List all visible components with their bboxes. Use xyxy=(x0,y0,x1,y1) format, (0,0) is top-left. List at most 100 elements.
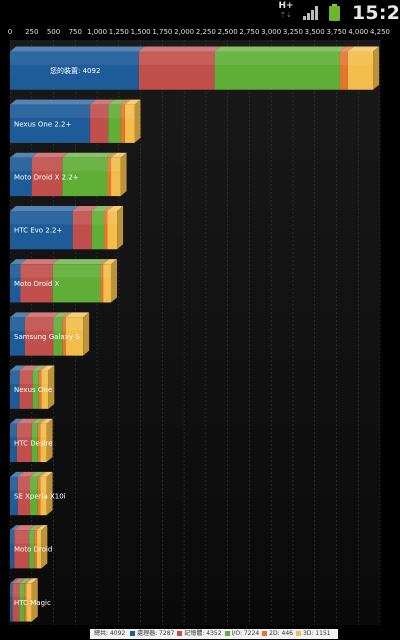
bar-segment xyxy=(38,370,42,409)
bar-group: Moto Droid xyxy=(10,525,52,569)
bar-segment xyxy=(72,210,92,250)
bar-label: Samsung Galaxy S xyxy=(14,333,80,341)
bar-top-face xyxy=(12,578,26,584)
bar-top-face xyxy=(10,99,97,105)
bar-highlight xyxy=(20,264,53,278)
bar-label: Moto Droid X xyxy=(14,280,60,288)
bar-highlight xyxy=(19,583,25,597)
legend-swatch xyxy=(177,630,183,636)
data-activity-icon: ⇡⇣ xyxy=(280,11,292,19)
bar-top-face xyxy=(52,259,107,265)
bar-highlight xyxy=(104,210,108,225)
x-tick-label: 2,250 xyxy=(196,28,216,36)
bar-highlight xyxy=(107,210,118,225)
legend-swatch xyxy=(224,630,230,636)
bar-top-face xyxy=(20,259,59,265)
bar-highlight xyxy=(10,210,73,225)
bar-segment xyxy=(62,317,66,356)
bar-highlight xyxy=(62,317,66,331)
bar-segment xyxy=(10,51,139,90)
bar-segment xyxy=(10,104,91,143)
bar-top-face xyxy=(31,418,44,424)
bar-top-face xyxy=(65,312,90,318)
legend-text: 處理器: 7287 xyxy=(137,630,175,637)
bar-segment xyxy=(124,104,135,143)
bar-highlight xyxy=(108,104,121,119)
status-bar: H+ ⇡⇣ 15:22 xyxy=(0,0,400,25)
bar-segment xyxy=(10,370,20,409)
bar-segment xyxy=(16,423,32,463)
bar-highlight xyxy=(14,530,30,544)
bar-segment xyxy=(40,423,47,463)
bar-side-face xyxy=(83,312,90,356)
bar-segment xyxy=(19,370,33,409)
x-tick-label: 500 xyxy=(47,28,60,36)
bar-top-face xyxy=(347,46,380,52)
bar-top-face xyxy=(10,471,24,477)
bar-segment xyxy=(62,157,108,197)
x-tick-label: 250 xyxy=(25,28,38,36)
bar-top-face xyxy=(38,365,48,371)
bar-highlight xyxy=(24,583,27,597)
bar-label: Moto Droid xyxy=(14,546,52,554)
bar-highlight xyxy=(10,476,18,491)
bar-top-face xyxy=(104,205,114,211)
bar-highlight xyxy=(37,476,41,491)
battery-icon xyxy=(329,4,340,21)
bar-layer: 您的裝置: 4092 Nexus One 2.2+ Moto Droid X 2.2… xyxy=(10,46,380,622)
bar-top-face xyxy=(36,525,48,531)
bar-segment xyxy=(53,317,63,356)
bar-top-face xyxy=(10,259,27,265)
bar-highlight xyxy=(19,370,33,384)
bar-top-face xyxy=(138,46,221,52)
bar-top-face xyxy=(17,471,37,477)
bar-highlight xyxy=(100,264,104,278)
bar-highlight xyxy=(12,583,20,597)
x-tick-label: 2,750 xyxy=(239,28,259,36)
legend-text: 記憶體: 4352 xyxy=(184,630,222,637)
bar-group: HTC Evo 2.2+ xyxy=(10,205,124,250)
bar-segment xyxy=(20,264,53,303)
bar-group: Nexus One xyxy=(10,365,55,409)
bar-highlight xyxy=(339,51,348,65)
x-tick-label: 1,250 xyxy=(109,28,129,36)
bar-top-face xyxy=(24,578,33,584)
bar-top-face xyxy=(100,259,110,265)
bar-top-face xyxy=(108,99,127,105)
bar-highlight xyxy=(34,530,37,544)
bar-segment xyxy=(10,583,13,622)
bar-top-face xyxy=(214,46,346,52)
legend: 總共: 4092 處理器: 7287 記憶體: 4352 I/O: 7224 2D: … xyxy=(90,629,338,639)
bar-segment xyxy=(26,583,32,622)
bar-side-face xyxy=(134,99,141,143)
bar-highlight xyxy=(52,264,101,278)
x-tick-label: 750 xyxy=(69,28,82,36)
bar-top-face xyxy=(30,471,44,477)
bar-highlight xyxy=(214,51,340,65)
bar-side-face xyxy=(117,205,124,250)
bar-highlight xyxy=(62,157,108,172)
bar-segment xyxy=(12,583,20,622)
bar-segment xyxy=(41,370,49,409)
legend-text: I/O: 7224 xyxy=(231,630,260,637)
bar-group: HTC Magic xyxy=(10,578,51,622)
bar-highlight xyxy=(110,157,121,172)
bar-highlight xyxy=(91,210,105,225)
bar-top-face xyxy=(103,259,117,265)
x-tick-label: 4,250 xyxy=(370,28,390,36)
bar-side-face xyxy=(46,471,53,516)
bar-group: Nexus One 2.2+ xyxy=(10,99,141,143)
bar-top-face xyxy=(62,312,72,318)
bar-top-face xyxy=(16,418,38,424)
bar-segment xyxy=(10,476,18,516)
bar-group: Moto Droid X xyxy=(10,259,117,303)
legend-swatch xyxy=(262,630,268,636)
bar-highlight xyxy=(10,423,17,438)
bar-top-face xyxy=(10,418,23,424)
x-tick-label: 1,750 xyxy=(152,28,172,36)
bar-highlight xyxy=(40,476,47,491)
bar-segment xyxy=(90,104,109,143)
cell-signal-icon xyxy=(303,5,319,20)
bar-top-face xyxy=(37,418,47,424)
bar-side-face xyxy=(373,46,380,90)
